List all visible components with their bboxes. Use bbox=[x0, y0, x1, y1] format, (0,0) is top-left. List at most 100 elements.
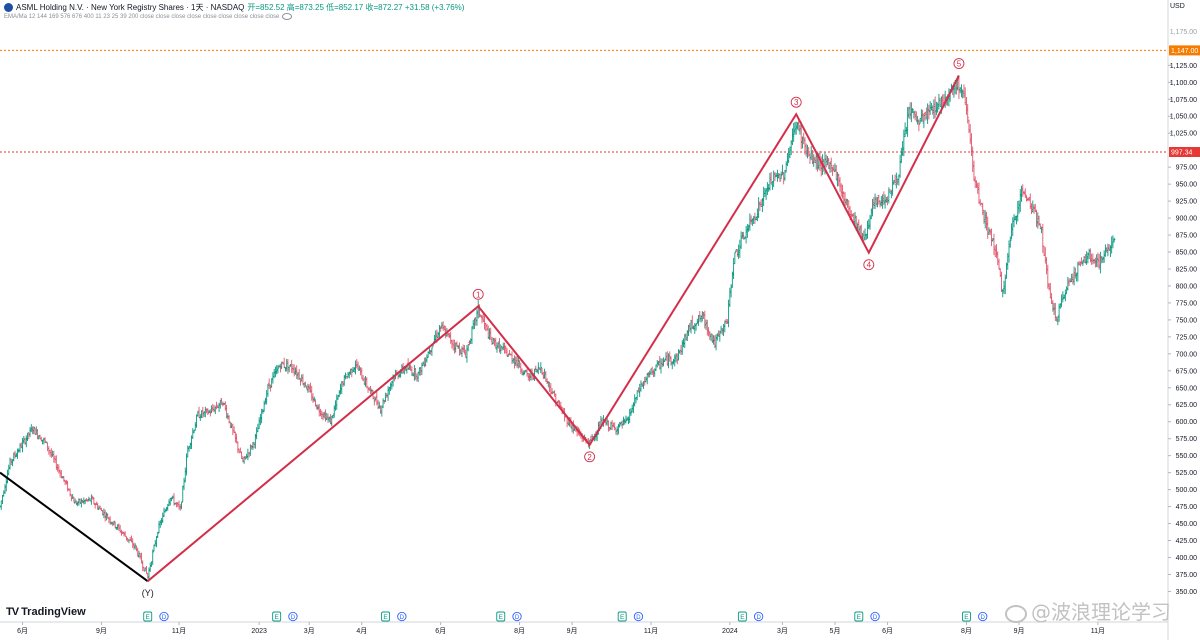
price-tick-label: 400.00 bbox=[1176, 555, 1198, 562]
earnings-marker-label: E bbox=[857, 614, 862, 621]
time-tick-label: 11月 bbox=[1091, 627, 1105, 635]
dividend-marker bbox=[870, 611, 880, 622]
price-tick-label: 1,125.00 bbox=[1170, 63, 1197, 70]
price-tick-label: 675.00 bbox=[1176, 368, 1198, 375]
price-tick-label: 700.00 bbox=[1176, 351, 1198, 358]
currency-label[interactable]: USD bbox=[1170, 3, 1185, 10]
wave-label-circle bbox=[863, 259, 875, 271]
wave-label-circle bbox=[953, 58, 965, 69]
symbol-title[interactable]: ASML Holding N.V. · New York Registry Sh… bbox=[16, 3, 245, 12]
time-tick-label: 2024 bbox=[722, 628, 738, 635]
price-tick-label: 975.00 bbox=[1176, 165, 1198, 172]
earnings-marker bbox=[617, 611, 627, 622]
time-tick-label: 8月 bbox=[961, 627, 972, 635]
price-tick-label: 600.00 bbox=[1176, 419, 1198, 426]
price-tick-label: 450.00 bbox=[1176, 521, 1198, 528]
dividend-marker bbox=[397, 611, 407, 622]
time-tick-label: 9月 bbox=[96, 627, 107, 635]
time-tick-label: 8月 bbox=[514, 627, 525, 635]
price-tick-label: 650.00 bbox=[1176, 385, 1198, 392]
dividend-marker bbox=[633, 611, 644, 622]
level-badge-label: 997.34 bbox=[1171, 149, 1193, 156]
time-tick-label: 9月 bbox=[567, 627, 578, 635]
price-tick-label: 350.00 bbox=[1176, 589, 1198, 596]
dividend-marker-label: D bbox=[162, 615, 167, 621]
wave-label: 5 bbox=[957, 60, 962, 69]
price-tick-label: 900.00 bbox=[1176, 216, 1198, 223]
price-tick-label: 525.00 bbox=[1176, 470, 1198, 477]
price-tick-label-partial: 1,175.00 bbox=[1170, 29, 1197, 36]
price-tick-label: 1,075.00 bbox=[1170, 97, 1197, 104]
watermark-text: @波浪理论学习 bbox=[1031, 600, 1171, 624]
wave-label: 4 bbox=[867, 261, 872, 270]
dividend-marker-label: D bbox=[515, 615, 520, 621]
price-tick-label: 750.00 bbox=[1176, 317, 1198, 324]
level-badge-label: 1,147.00 bbox=[1171, 48, 1198, 55]
earnings-marker bbox=[737, 611, 747, 622]
time-tick-label: 9月 bbox=[1014, 627, 1025, 635]
tradingview-brand: TradingView bbox=[21, 606, 86, 618]
price-tick-label: 775.00 bbox=[1176, 300, 1198, 307]
price-tick-label: 550.00 bbox=[1176, 453, 1198, 460]
price-tick-label: 1,100.00 bbox=[1170, 80, 1197, 87]
wave-label: (Y) bbox=[142, 588, 154, 598]
dividend-marker bbox=[512, 611, 522, 622]
wave-label-circle bbox=[584, 451, 596, 463]
wave-label: 3 bbox=[794, 98, 799, 107]
price-bars bbox=[0, 75, 1116, 581]
time-tick-label: 5月 bbox=[830, 627, 841, 635]
ohlc-values: 开=852.52 高=873.25 低=852.17 收=872.27 +31.… bbox=[247, 3, 465, 12]
wave-label-circle bbox=[790, 96, 802, 108]
tradingview-logo[interactable]: TV TradingView bbox=[6, 606, 86, 618]
earnings-marker bbox=[496, 611, 506, 622]
time-tick-label: 3月 bbox=[304, 627, 315, 635]
wave-line bbox=[147, 75, 960, 582]
level-badge bbox=[1169, 45, 1200, 56]
price-tick-label: 925.00 bbox=[1176, 199, 1198, 206]
price-tick-label: 950.00 bbox=[1176, 182, 1198, 189]
earnings-marker-label: E bbox=[964, 614, 969, 621]
time-tick-label: 6月 bbox=[435, 627, 446, 635]
watermark: @波浪理论学习 bbox=[1005, 596, 1171, 625]
price-tick-label: 425.00 bbox=[1176, 538, 1198, 545]
price-tick-label: 800.00 bbox=[1176, 283, 1198, 290]
earnings-marker-label: E bbox=[146, 614, 151, 621]
earnings-marker-label: E bbox=[383, 614, 388, 621]
wave-label: 2 bbox=[587, 453, 592, 462]
dividend-marker bbox=[159, 611, 169, 622]
earnings-marker bbox=[272, 611, 282, 622]
price-tick-label: 850.00 bbox=[1176, 250, 1198, 257]
tradingview-logo-icon: TV bbox=[6, 606, 19, 618]
earnings-marker bbox=[854, 611, 864, 622]
eye-icon[interactable] bbox=[282, 13, 293, 20]
earnings-marker bbox=[961, 611, 971, 622]
dividend-marker-label: D bbox=[291, 615, 296, 621]
price-tick-label: 825.00 bbox=[1176, 266, 1198, 273]
time-tick-label: 2023 bbox=[251, 628, 267, 635]
earnings-marker-label: E bbox=[740, 614, 745, 621]
dividend-marker-label: D bbox=[400, 615, 405, 621]
earnings-marker-label: E bbox=[499, 614, 504, 621]
price-tick-label: 625.00 bbox=[1176, 402, 1198, 409]
asml-logo-icon bbox=[4, 3, 13, 12]
price-tick-label: 725.00 bbox=[1176, 334, 1198, 341]
earnings-marker-label: E bbox=[620, 614, 625, 621]
time-tick-label: 3月 bbox=[777, 627, 788, 635]
price-tick-label: 500.00 bbox=[1176, 487, 1198, 494]
time-tick-label: 11月 bbox=[172, 627, 186, 635]
price-axis: 350.00 375.00 400.00 425.00 450.00 475.00 500.… bbox=[1168, 29, 1197, 596]
dividend-marker bbox=[978, 611, 988, 622]
wave-label: 1 bbox=[476, 290, 481, 299]
level-badge bbox=[1169, 146, 1200, 157]
weibo-icon bbox=[1005, 604, 1027, 623]
indicator-label: EMA/Ma 12 144 169 576 676 400 11 23 25 3… bbox=[4, 14, 280, 21]
wave-line bbox=[0, 471, 149, 583]
price-tick-label: 375.00 bbox=[1176, 572, 1198, 579]
dividend-marker bbox=[288, 611, 298, 622]
earnings-marker bbox=[381, 611, 391, 622]
price-tick-label: 575.00 bbox=[1176, 436, 1198, 443]
indicator-legend[interactable]: EMA/Ma 12 144 169 576 676 400 11 23 25 3… bbox=[4, 13, 293, 21]
dividend-marker-label: D bbox=[756, 615, 761, 621]
